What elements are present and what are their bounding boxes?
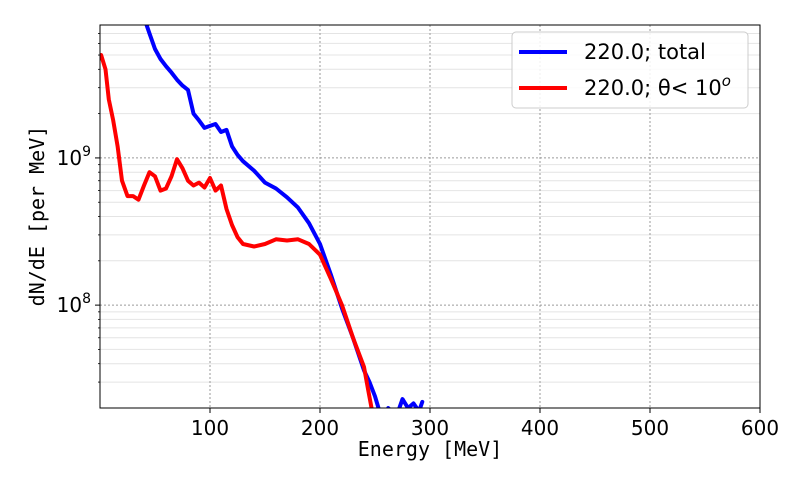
legend-box: [511, 31, 749, 109]
x-tick-label: 300: [411, 416, 449, 440]
series-line-total: [144, 25, 425, 408]
x-tick-label: 400: [521, 416, 559, 440]
x-tick-label: 100: [191, 416, 229, 440]
y-axis-ticks: 108 109: [57, 33, 100, 383]
major-grid: [100, 25, 760, 408]
x-tick-label: 600: [741, 416, 779, 440]
x-axis-ticks: 100 200 300 400 500 600: [191, 408, 779, 440]
legend-label: 220.0; θ< 10o: [584, 72, 731, 100]
x-axis-label: Energy [MeV]: [358, 437, 503, 461]
legend-label: 220.0; total: [584, 40, 706, 64]
y-axis-label: dN/dE [per MeV]: [25, 126, 49, 307]
y-tick-label: 109: [57, 144, 91, 170]
legend: 220.0; total 220.0; θ< 10o: [511, 31, 749, 109]
series-lines: [100, 25, 425, 408]
x-tick-label: 500: [631, 416, 669, 440]
x-tick-label: 200: [301, 416, 339, 440]
y-tick-label: 108: [57, 291, 91, 317]
series-line-theta-lt-10: [100, 53, 374, 408]
